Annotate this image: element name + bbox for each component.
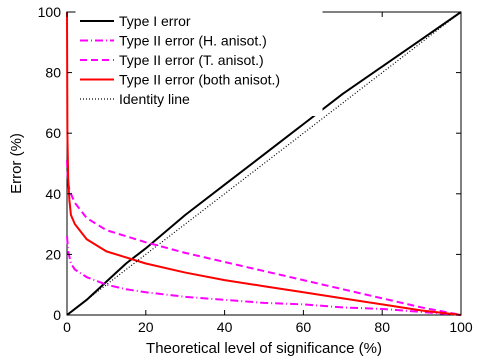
- x-tick-label: 20: [138, 319, 154, 335]
- x-tick-label: 60: [296, 319, 312, 335]
- legend-box: [75, 11, 323, 116]
- series-line-identity-line: [66, 11, 462, 316]
- legend-label-identity-line: Identity line: [119, 91, 190, 107]
- x-tick-label: 0: [63, 319, 71, 335]
- y-tick-label: 40: [45, 186, 61, 202]
- legend-label-type-ii-error-both-anisot: Type II error (both anisot.): [119, 72, 280, 88]
- x-tick-label: 100: [449, 319, 473, 335]
- y-tick-label: 20: [45, 246, 61, 262]
- x-tick-label: 40: [217, 319, 233, 335]
- axis-layer: 0 20 40 60 80 100 0 20 40 60 80 100: [38, 4, 473, 335]
- y-tick-label: 80: [45, 65, 61, 81]
- legend: Type I error Type II error (H. anisot.) Ty…: [75, 11, 323, 116]
- x-tick-label: 80: [374, 319, 390, 335]
- series-line-type-ii-error-t-anisot: [66, 160, 462, 316]
- y-tick-label: 100: [38, 4, 62, 20]
- legend-label-type-i-error: Type I error: [119, 13, 191, 29]
- y-tick-label: 0: [53, 307, 61, 323]
- y-axis-label: Error (%): [8, 133, 25, 194]
- legend-label-type-ii-error-t-anisot: Type II error (T. anisot.): [119, 52, 264, 68]
- series-line-type-ii-error-both-anisot: [66, 11, 462, 316]
- legend-label-type-ii-error-h-anisot: Type II error (H. anisot.): [119, 33, 267, 49]
- series-layer: [66, 11, 462, 316]
- series-line-type-ii-error-h-anisot: [66, 236, 462, 316]
- series-line-type-i-error: [66, 11, 462, 316]
- y-tick-label: 60: [45, 125, 61, 141]
- x-axis-label: Theoretical level of significance (%): [146, 340, 382, 357]
